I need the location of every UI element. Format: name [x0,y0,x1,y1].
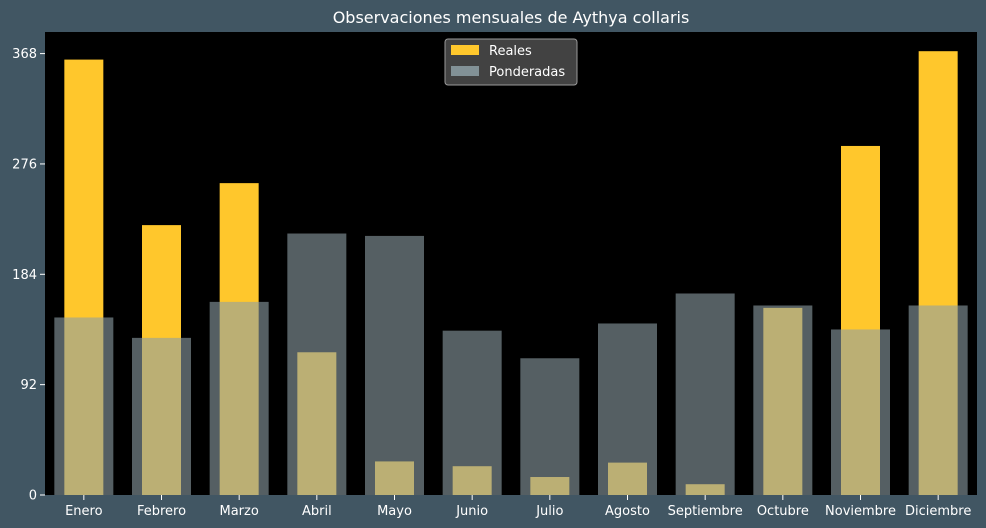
x-tick-label: Julio [535,504,563,519]
bar-ponderadas-marzo [209,301,269,495]
x-tick-label: Marzo [220,504,259,519]
x-tick-label: Febrero [137,504,186,519]
bar-ponderadas-abril [287,233,347,496]
chart-title: Observaciones mensuales de Aythya collar… [333,8,690,27]
bar-ponderadas-octubre [753,305,813,495]
legend-label-ponderadas: Ponderadas [489,65,565,80]
bar-ponderadas-septiembre [675,293,735,495]
x-tick-label: Junio [455,504,488,519]
bar-ponderadas-julio [520,358,580,495]
x-tick-label: Abril [302,504,332,519]
x-tick-label: Enero [65,504,103,519]
x-tick-label: Septiembre [668,504,743,519]
x-tick-label: Agosto [605,504,650,519]
bar-ponderadas-junio [442,330,502,495]
y-tick-label: 0 [29,489,37,504]
bars-layer [54,51,968,496]
axes-layer: 0 92 184 276 368 Enero Febrero Marzo Abril Mayo Ju… [12,47,971,519]
bar-ponderadas-noviembre [831,329,890,495]
x-tick-label: Diciembre [905,504,971,519]
bar-ponderadas-febrero [132,337,191,495]
bar-ponderadas-diciembre [908,305,968,495]
y-tick-label: 92 [20,378,37,393]
legend-swatch-reales [451,45,479,55]
y-tick-label: 184 [12,268,37,283]
x-tick-label: Mayo [377,504,412,519]
bar-ponderadas-enero [54,317,114,495]
legend: Reales Ponderadas [444,38,578,86]
x-tick-label: Noviembre [825,504,896,519]
legend-label-reales: Reales [489,44,532,59]
bar-ponderadas-mayo [365,235,424,495]
legend-swatch-ponderadas [451,66,479,76]
plot-area [45,32,977,495]
y-tick-label: 276 [12,157,37,172]
bar-ponderadas-agosto [598,323,657,495]
y-tick-label: 368 [12,47,37,62]
x-tick-label: Octubre [757,504,809,519]
